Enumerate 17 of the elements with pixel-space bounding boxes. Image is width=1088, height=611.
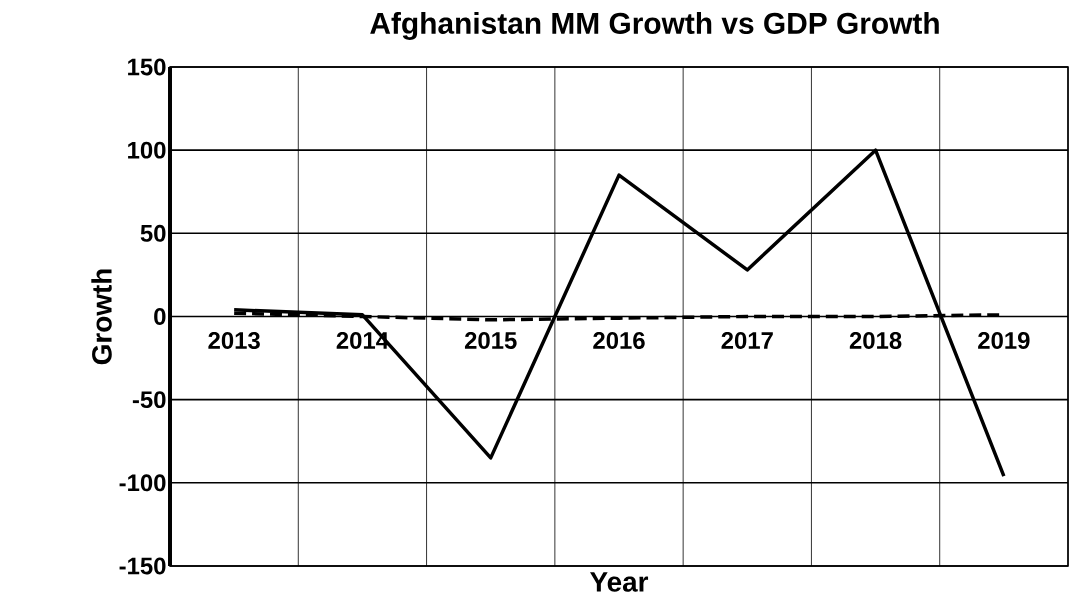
chart-title: Afghanistan MM Growth vs GDP Growth [370,11,939,40]
x-tick-label: 2015 [464,332,517,349]
y-tick-label: -100 [119,474,166,492]
y-tick-label: 150 [128,58,166,76]
y-tick-label: 50 [140,224,166,242]
x-tick-label: 2017 [721,332,773,349]
x-tick-label: 2014 [336,332,389,349]
x-tick-label: 2019 [978,332,1030,349]
x-tick-label: 2016 [593,332,645,349]
x-tick-label: 2018 [849,332,902,349]
x-axis-title: Year [590,572,649,592]
y-tick-label: 0 [154,308,166,325]
x-tick-label: 2013 [208,332,260,349]
y-tick-label: -50 [132,391,166,409]
y-tick-label: 100 [128,141,166,159]
y-axis-title: Growth [91,269,112,365]
y-tick-label: -150 [119,557,166,575]
